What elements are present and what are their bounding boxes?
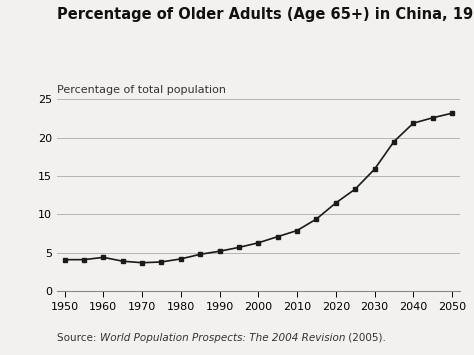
Text: Percentage of Older Adults (Age 65+) in China, 1950-2050: Percentage of Older Adults (Age 65+) in … (57, 7, 474, 22)
Text: (2005).: (2005). (345, 333, 386, 343)
Text: World Population Prospects: The 2004 Revision: World Population Prospects: The 2004 Rev… (100, 333, 345, 343)
Text: Percentage of total population: Percentage of total population (57, 85, 226, 95)
Text: Source:: Source: (57, 333, 100, 343)
